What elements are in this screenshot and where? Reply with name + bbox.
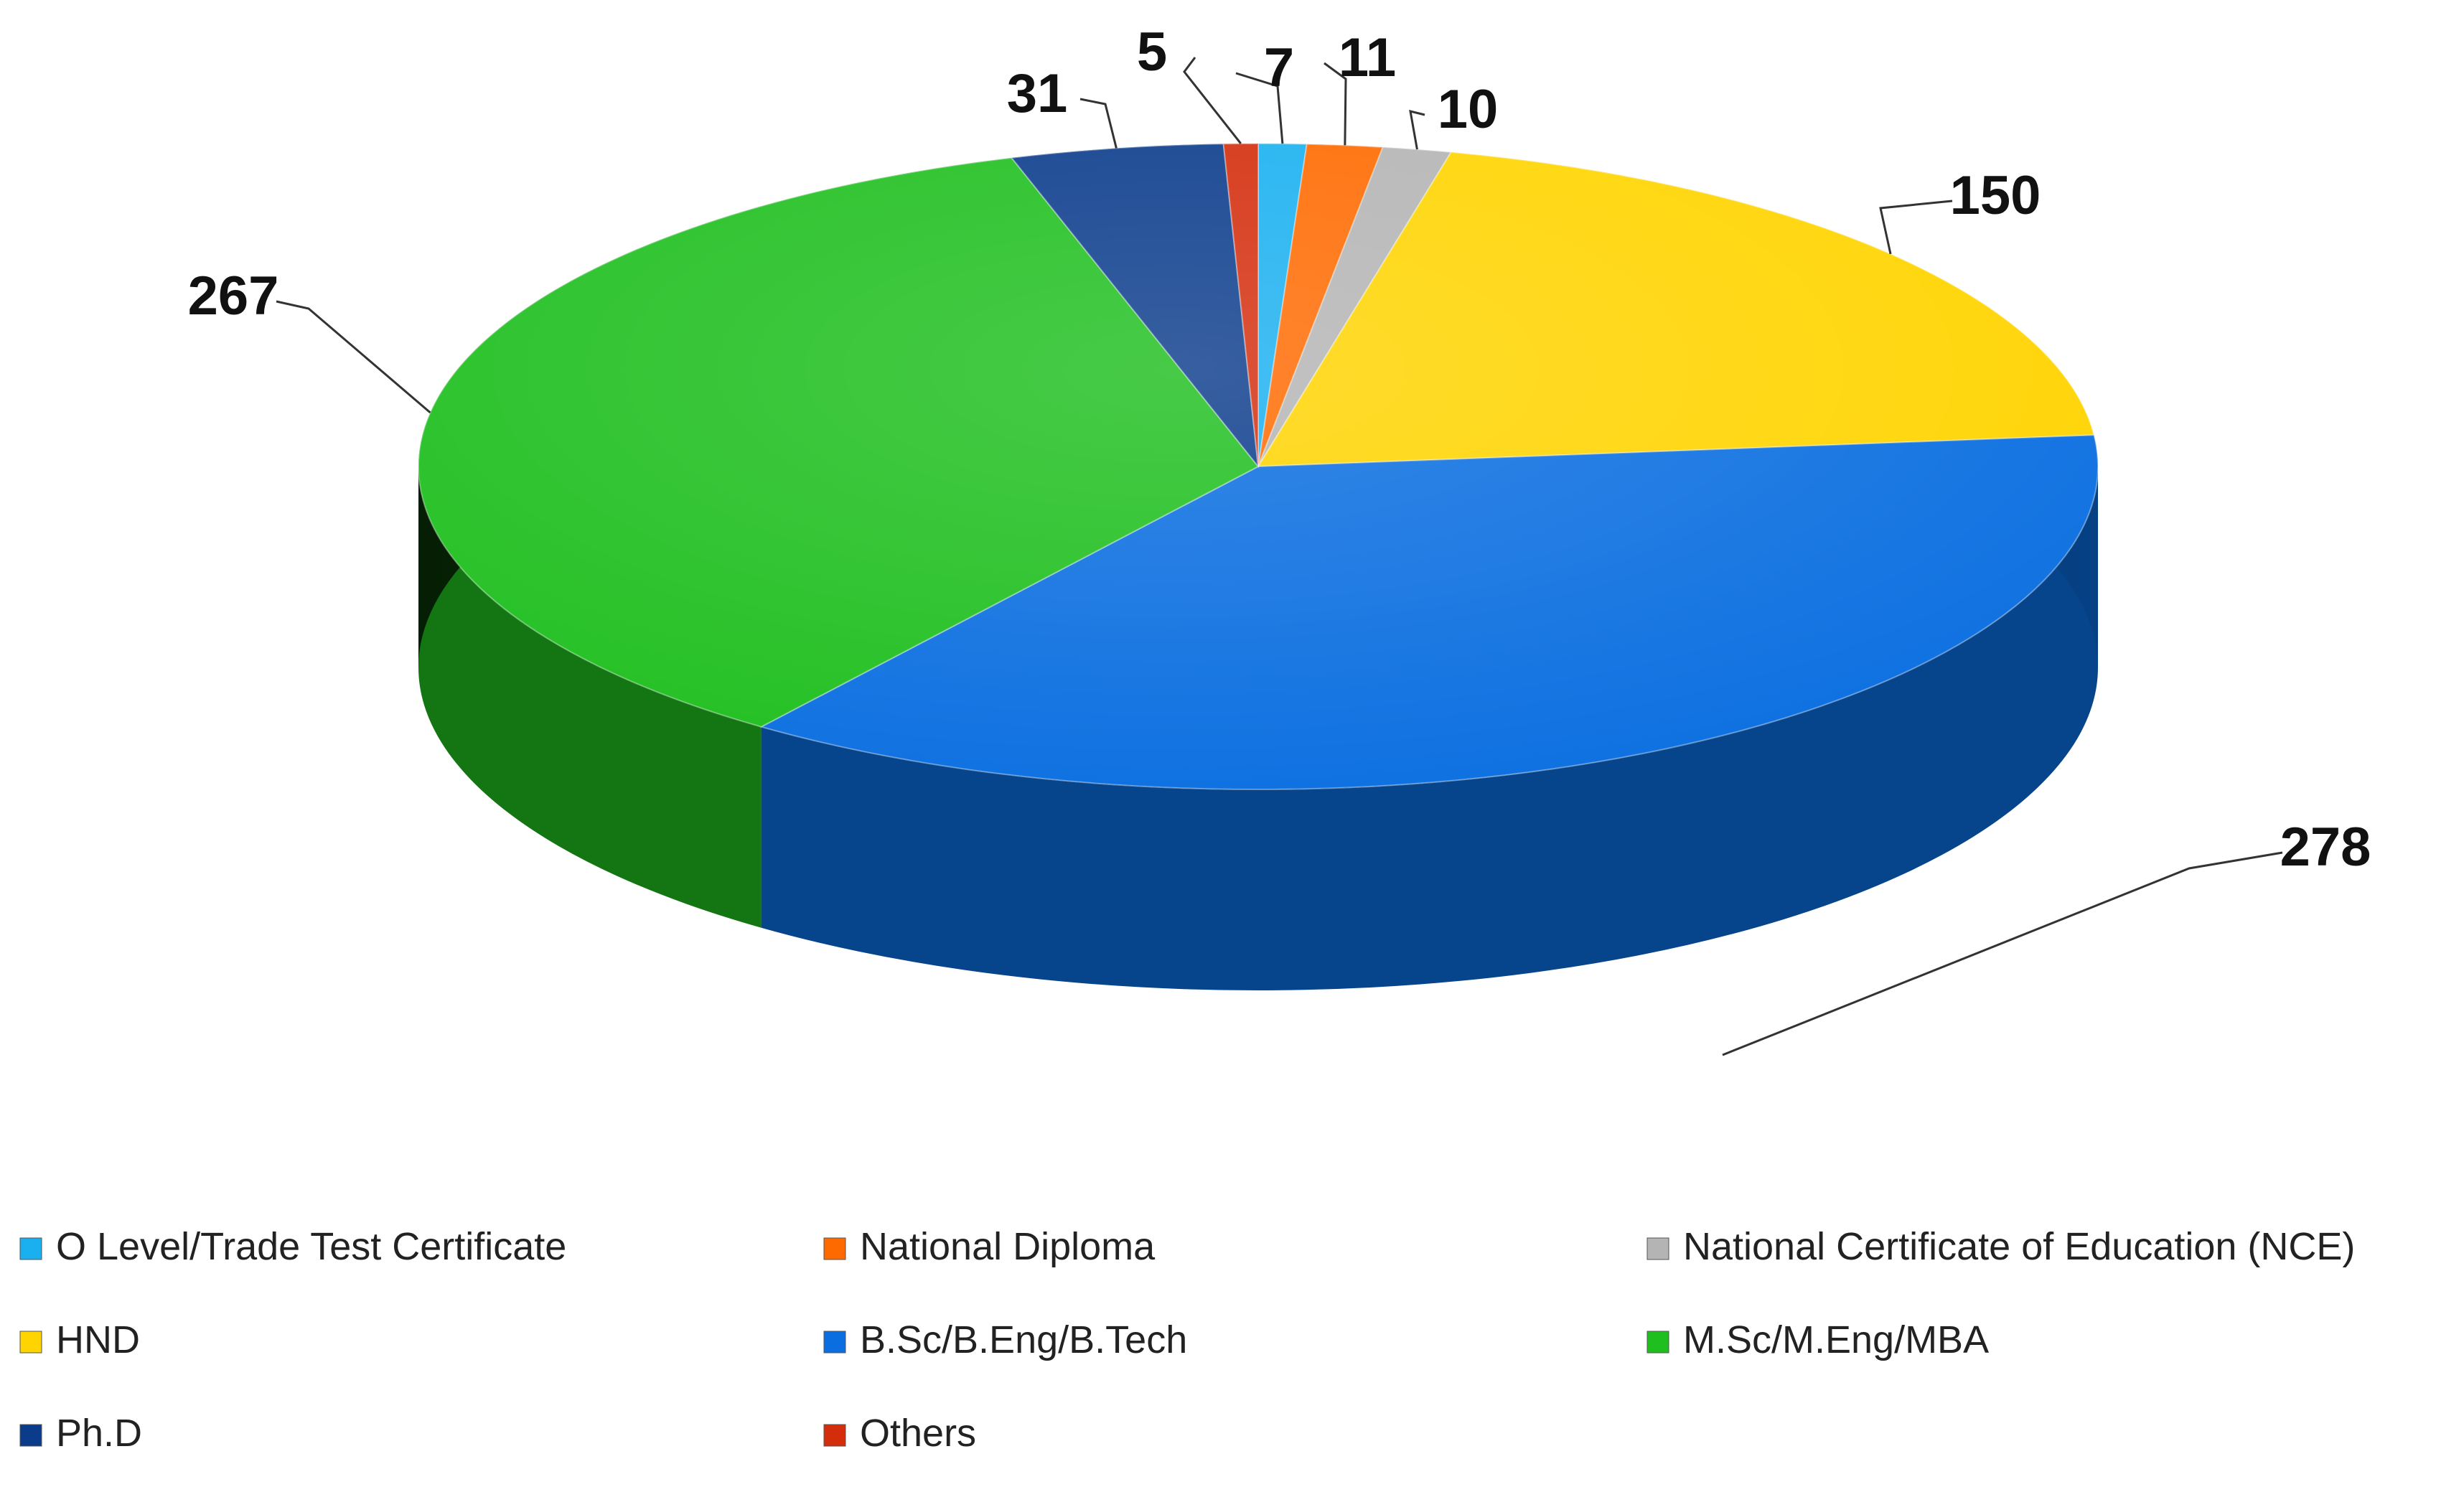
legend-label-hnd: HND: [56, 1318, 140, 1361]
value-labels: 7 11 10 150 278 267 31 5: [188, 22, 2371, 878]
value-label-others: 5: [1137, 22, 1167, 83]
value-label-national-certificate-of-education-nce: 10: [1438, 79, 1499, 140]
leader-line-m-sc-m-eng-mba: [276, 300, 431, 414]
value-label-b-sc-b-eng-b-tech: 278: [2280, 817, 2371, 878]
value-label-hnd: 150: [1950, 165, 2041, 226]
legend-label-national-diploma: National Diploma: [860, 1225, 1156, 1268]
legend-swatch-ph-d: [19, 1424, 42, 1447]
legend-swatch-national-diploma: [823, 1237, 846, 1260]
pie-side-b-sc-b-eng-b-tech: [761, 466, 2098, 991]
value-label-ph-d: 31: [1007, 63, 1068, 124]
leader-lines: [276, 57, 2283, 1056]
value-label-o-level-trade-test-certificate: 7: [1264, 37, 1294, 98]
legend-label-b-sc-b-eng-b-tech: B.Sc/B.Eng/B.Tech: [860, 1318, 1187, 1361]
leader-line-national-certificate-of-education-nce: [1409, 109, 1425, 150]
pie-side-m-sc-m-eng-mba: [418, 466, 762, 928]
legend-swatch-national-certificate-of-education-nce: [1646, 1237, 1669, 1260]
pie-gloss: [418, 144, 2098, 789]
legend-label-m-sc-m-eng-mba: M.Sc/M.Eng/MBA: [1683, 1318, 1989, 1361]
value-label-m-sc-m-eng-mba: 267: [188, 266, 279, 327]
legend: O Level/Trade Test Certificate National D…: [19, 1225, 2355, 1455]
legend-swatch-hnd: [19, 1331, 42, 1354]
pie-top-faces: [418, 142, 2099, 790]
legend-label-o-level-trade-test-certificate: O Level/Trade Test Certificate: [56, 1225, 566, 1268]
legend-swatch-o-level-trade-test-certificate: [19, 1237, 42, 1260]
legend-swatch-b-sc-b-eng-b-tech: [823, 1331, 846, 1354]
legend-swatch-others: [823, 1424, 846, 1447]
leader-line-b-sc-b-eng-b-tech: [1722, 851, 2283, 1056]
leader-line-o-level-trade-test-certificate: [1235, 72, 1284, 144]
value-label-national-diploma: 11: [1339, 27, 1396, 88]
leader-line-ph-d: [1079, 98, 1118, 149]
legend-label-others: Others: [860, 1412, 976, 1455]
legend-label-ph-d: Ph.D: [56, 1412, 142, 1455]
legend-label-national-certificate-of-education-nce: National Certificate of Education (NCE): [1683, 1225, 2355, 1268]
leader-line-national-diploma: [1324, 62, 1347, 146]
leader-line-others: [1183, 57, 1242, 145]
legend-swatch-m-sc-m-eng-mba: [1646, 1331, 1669, 1354]
leader-line-hnd: [1879, 200, 1953, 255]
